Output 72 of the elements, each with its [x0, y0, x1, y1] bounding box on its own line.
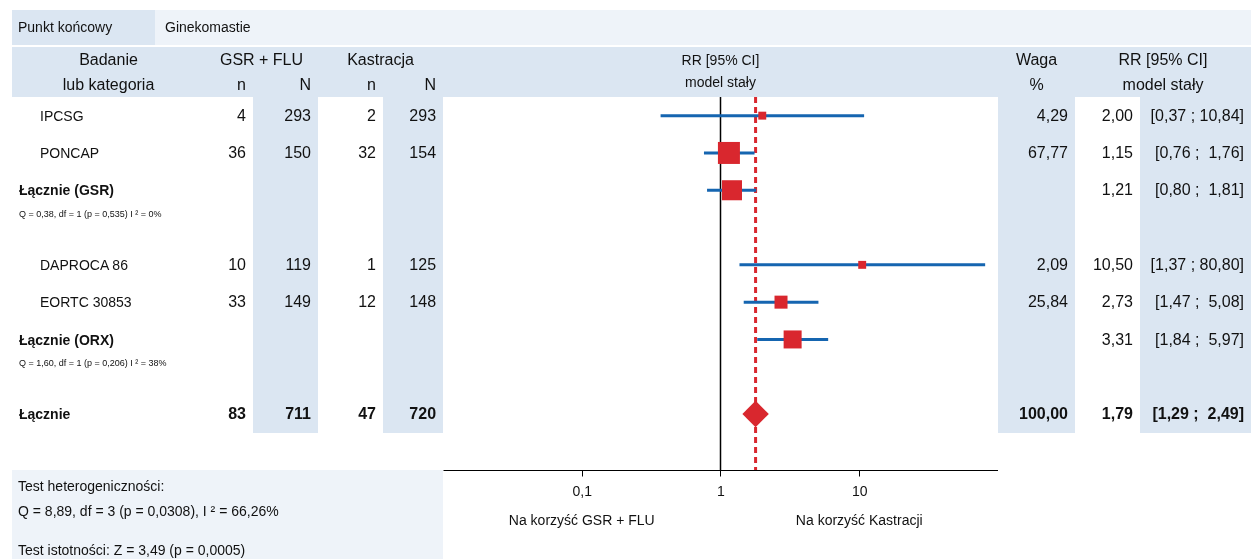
- text: Ginekomastie: [155, 10, 1251, 45]
- chart-title: RR [95% CI]: [681, 51, 760, 68]
- text: 36: [228, 143, 246, 161]
- x-tick-label: 0,1: [572, 482, 593, 499]
- text: 711: [285, 405, 312, 423]
- text: 2,09: [1036, 255, 1068, 273]
- category-label: Q = 0,38, df = 1 (p = 0,535) I ² = 0%: [19, 208, 162, 219]
- text: 720: [409, 405, 437, 423]
- text: 293: [409, 106, 437, 124]
- category-label: Łącznie (ORX): [19, 331, 114, 348]
- text: [1,29 ; 2,49]: [1152, 405, 1245, 423]
- text: 4: [237, 106, 246, 124]
- text: 83: [228, 405, 246, 423]
- text: 2,73: [1101, 293, 1133, 311]
- text: Na korzyść GSR + FLU: [507, 512, 656, 528]
- text: Punkt końcowy: [12, 10, 155, 45]
- text: Test heterogeniczności:: [18, 478, 165, 494]
- text: 1,21: [1101, 181, 1133, 199]
- text: 1: [367, 255, 377, 273]
- category-label: N: [424, 75, 437, 93]
- text: [0,80 ; 1,81]: [1155, 181, 1245, 199]
- text: 100,00: [1019, 405, 1068, 423]
- text: 119: [285, 255, 312, 273]
- category-label: EORTC 30853: [40, 294, 132, 311]
- category-label: RR [95% CI]: [1118, 50, 1208, 68]
- category-label: n: [237, 75, 246, 93]
- category-label: N: [299, 75, 312, 93]
- text: 150: [284, 143, 312, 161]
- text: 148: [409, 293, 437, 311]
- text: 33: [228, 293, 246, 311]
- text: 10: [228, 255, 246, 273]
- category-label: Q = 1,60, df = 1 (p = 0,206) I ² = 38%: [19, 358, 167, 369]
- category-label: DAPROCA 86: [40, 256, 128, 273]
- text: 67,77: [1027, 143, 1068, 161]
- text: 12: [358, 293, 377, 311]
- chart-subtitle: model stały: [685, 73, 756, 90]
- text: 125: [409, 255, 437, 273]
- text: [1,37 ; 80,80]: [1150, 255, 1245, 273]
- category-label: Łącznie (GSR): [19, 182, 114, 199]
- text: 2,00: [1101, 106, 1133, 124]
- category-label: Waga: [1015, 50, 1058, 68]
- category-label: %: [1029, 75, 1044, 93]
- category-label: lub kategoria: [62, 75, 155, 93]
- x-tick-label: 10: [851, 482, 868, 499]
- text: 25,84: [1027, 293, 1068, 311]
- text: 293: [284, 106, 312, 124]
- text: 154: [409, 143, 437, 161]
- category-label: Badanie: [79, 50, 138, 68]
- text: [1,84 ; 5,97]: [1155, 330, 1245, 348]
- category-label: Kastracja: [347, 50, 414, 68]
- text: [1,47 ; 5,08]: [1155, 293, 1245, 311]
- text: 2: [367, 106, 377, 124]
- category-label: IPCSG: [40, 107, 84, 124]
- text: Test istotności: Z = 3,49 (p = 0,0005): [18, 542, 246, 558]
- text: [0,37 ; 10,84]: [1150, 106, 1245, 124]
- text: 1,15: [1101, 143, 1133, 161]
- text: 32: [358, 143, 377, 161]
- text: 10,50: [1092, 255, 1133, 273]
- text: Q = 8,89, df = 3 (p = 0,0308), I ² = 66,26%: [18, 503, 279, 519]
- text: 3,31: [1101, 330, 1133, 348]
- text: [0,76 ; 1,76]: [1155, 143, 1245, 161]
- category-label: model stały: [1122, 75, 1204, 93]
- category-label: n: [367, 75, 377, 93]
- category-label: PONCAP: [40, 144, 100, 161]
- text: 1,79: [1101, 405, 1133, 423]
- text: 149: [284, 293, 312, 311]
- x-tick-label: 1: [717, 482, 726, 499]
- text: 47: [358, 405, 377, 423]
- text: 4,29: [1036, 106, 1068, 124]
- category-label: GSR + FLU: [219, 50, 304, 68]
- text: Na korzyść Kastracji: [794, 512, 924, 528]
- category-label: Łącznie: [19, 406, 71, 423]
